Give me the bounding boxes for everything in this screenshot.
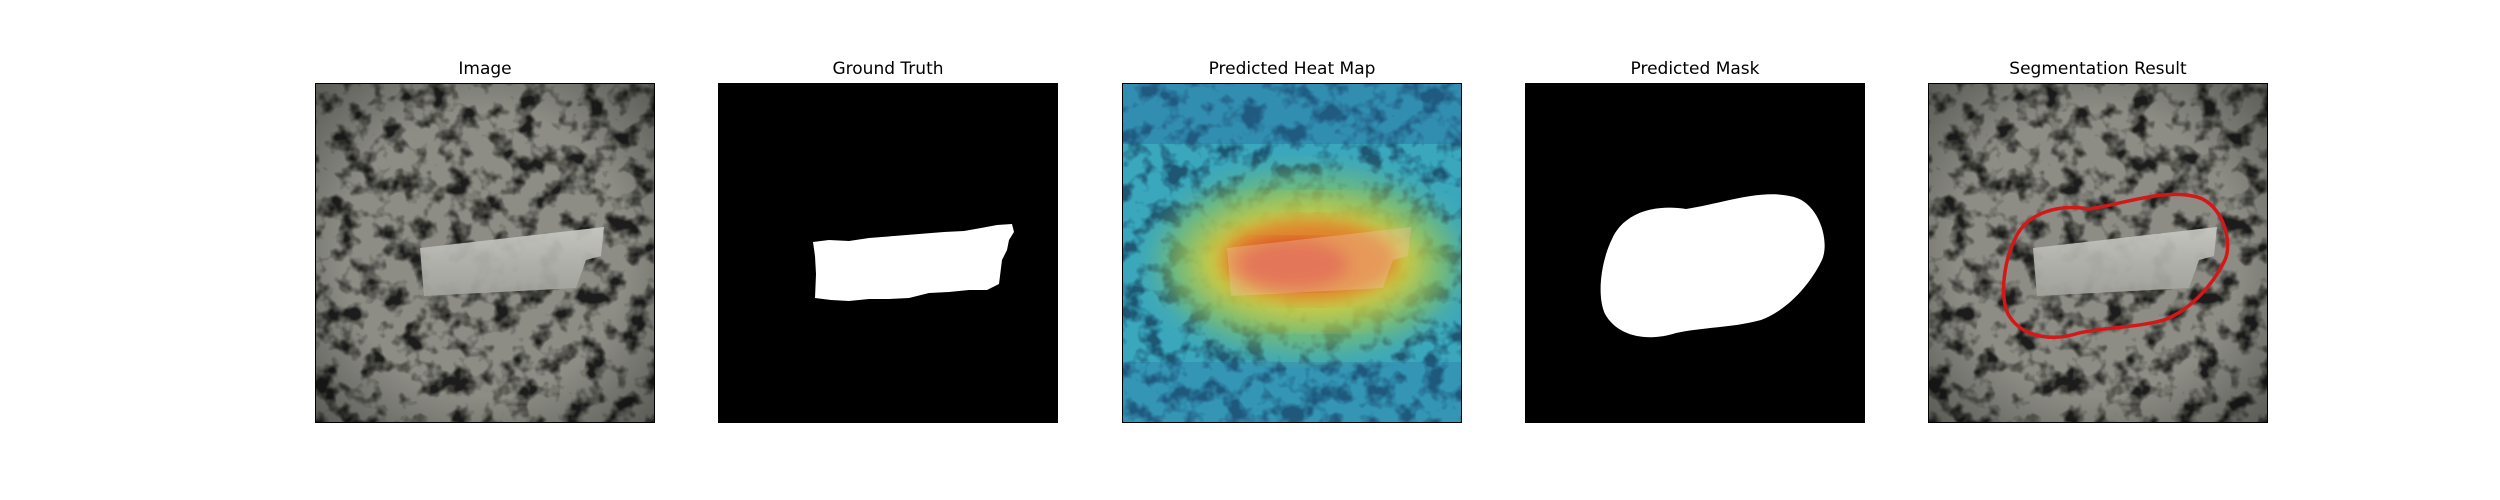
heat-red-zone bbox=[1238, 240, 1348, 288]
panel-title-mask: Predicted Mask bbox=[1630, 59, 1760, 79]
predicted-mask bbox=[1525, 83, 1865, 423]
defect-patch bbox=[420, 227, 604, 296]
panel-title-ground-truth: Ground Truth bbox=[832, 59, 944, 79]
panel-title-segmentation: Segmentation Result bbox=[2009, 59, 2187, 79]
segmentation-result bbox=[1928, 83, 2268, 423]
input-image bbox=[315, 83, 655, 423]
predicted-mask-region bbox=[1600, 194, 1825, 338]
panel-title-heatmap: Predicted Heat Map bbox=[1208, 59, 1376, 79]
predicted-heatmap bbox=[1122, 83, 1462, 423]
panel-title-image: Image bbox=[458, 59, 512, 79]
ground-truth-mask bbox=[718, 83, 1058, 423]
segmentation-contour bbox=[2001, 192, 2230, 339]
ground-truth-region bbox=[813, 224, 1014, 301]
